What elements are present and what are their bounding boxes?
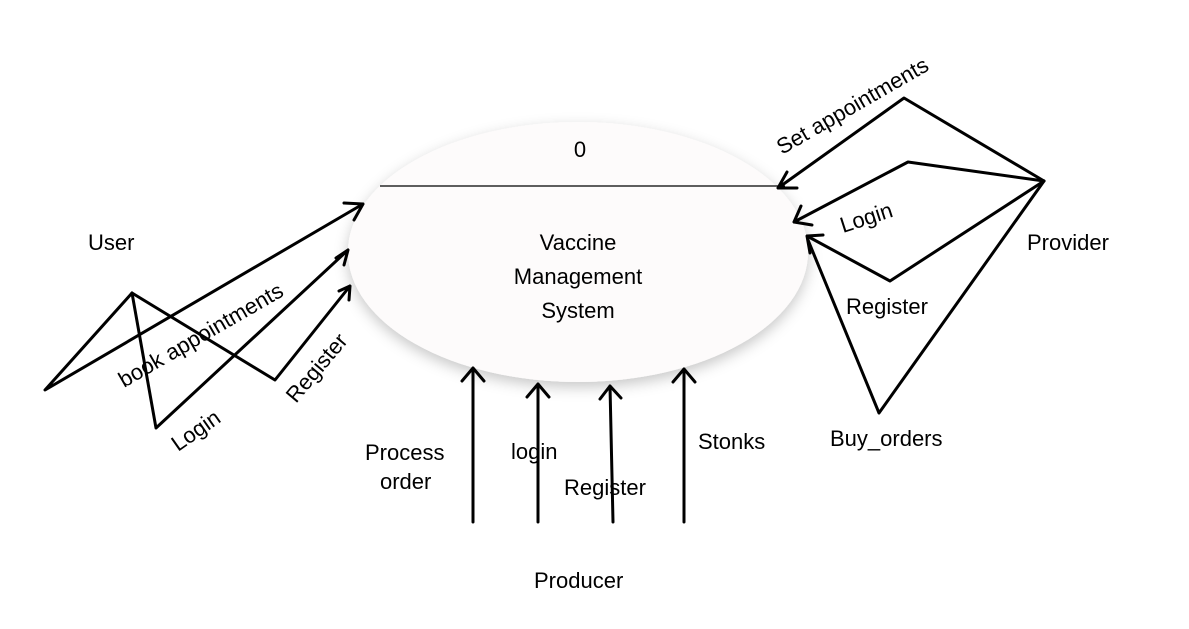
flow-arrow-producer-register (598, 384, 623, 524)
flow-label-provider-login: Login (837, 197, 896, 237)
flow-arrow-set-appointments (776, 96, 1046, 190)
flow-arrow-provider-register (805, 179, 1046, 283)
flow-label-user-login: Login (167, 405, 225, 456)
flow-label-set-appointments: Set appointments (772, 52, 933, 159)
flow-arrow-user-login (130, 248, 350, 430)
flow-arrow-buy-orders (806, 179, 1046, 415)
process-name-line-2: Management (514, 264, 642, 289)
flow-arrow-book-appointments (43, 201, 365, 392)
flow-label-order: order (380, 469, 431, 494)
process-number: 0 (574, 137, 586, 162)
flow-label-user-register: Register (281, 328, 353, 407)
flow-label-provider-register: Register (846, 294, 928, 319)
entity-producer: Producer (534, 568, 623, 593)
producer-flows: Process order login Register Stonks (365, 366, 765, 524)
flow-label-process: Process (365, 440, 444, 465)
entity-user: User (88, 230, 134, 255)
flow-arrow-user-register (130, 284, 352, 382)
provider-flows: Set appointments Login Register Buy_orde… (772, 52, 1046, 451)
flow-arrow-process-order (460, 366, 486, 524)
process-ellipse (348, 122, 808, 382)
flow-arrow-stonks (671, 367, 697, 524)
flow-label-producer-login: login (511, 439, 557, 464)
process-name-line-3: System (541, 298, 614, 323)
flow-label-buy-orders: Buy_orders (830, 426, 943, 451)
entity-provider: Provider (1027, 230, 1109, 255)
flow-arrow-provider-login (792, 160, 1046, 227)
flow-label-stonks: Stonks (698, 429, 765, 454)
process-bubble: 0 Vaccine Management System (348, 122, 808, 382)
flow-label-producer-register: Register (564, 475, 646, 500)
flow-arrow-producer-login (525, 382, 551, 524)
process-name-line-1: Vaccine (540, 230, 617, 255)
